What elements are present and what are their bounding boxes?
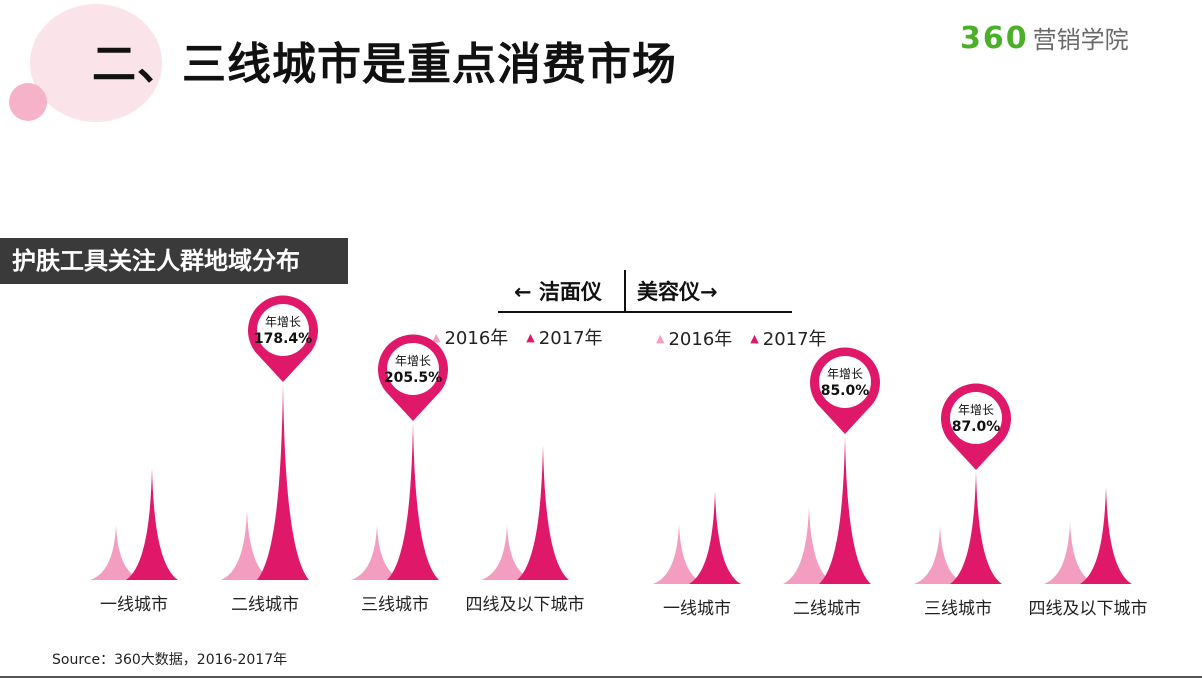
brand-number: 360	[960, 21, 1029, 56]
decor-circle-small	[9, 83, 47, 121]
category-label: 一线城市	[663, 599, 731, 619]
group-label-right: 美容仪→	[637, 280, 718, 304]
peak-2016	[351, 525, 403, 580]
badge-inner	[257, 304, 309, 356]
badge-label: 年增长	[958, 403, 994, 417]
badge-label: 年增长	[395, 354, 431, 368]
legend-left: ▲ 2016年 ▲ 2017年	[432, 324, 621, 350]
legend-label: 2016年	[444, 328, 509, 349]
group-label-left: ← 洁面仪	[514, 280, 602, 304]
badge-value: 85.0%	[821, 383, 870, 399]
badge-label: 年增长	[265, 315, 301, 329]
category-label: 三线城市	[924, 599, 992, 619]
legend-item-2016: ▲ 2016年	[656, 325, 732, 351]
legend-swatch-2016: ▲	[656, 331, 665, 345]
category-label: 三线城市	[361, 595, 429, 615]
peak-2017	[950, 472, 1002, 584]
page-title: 二、三线城市是重点消费市场	[92, 39, 677, 90]
legend-item-2016: ▲ 2016年	[432, 324, 508, 350]
legend-swatch-2017: ▲	[750, 331, 759, 345]
legend-label: 2016年	[668, 329, 733, 350]
brand-logo: 360 营销学院	[960, 20, 1129, 56]
peak-2017	[517, 445, 569, 580]
badge-value: 178.4%	[254, 331, 312, 347]
peak-2016	[783, 506, 835, 584]
peak-2016	[481, 525, 533, 580]
legend-swatch-2017: ▲	[526, 330, 535, 344]
group-divider-vertical	[624, 270, 626, 312]
badge-inner	[387, 343, 439, 395]
legend-item-2017: ▲ 2017年	[526, 324, 602, 350]
bottom-border	[0, 676, 1202, 678]
peak-2016	[1044, 522, 1096, 584]
category-label: 二线城市	[793, 599, 861, 619]
badge-value: 87.0%	[952, 419, 1001, 435]
peak-2017	[819, 436, 871, 584]
badge-value: 205.5%	[384, 370, 442, 386]
peak-2017	[257, 384, 309, 580]
legend-swatch-2016: ▲	[432, 330, 441, 344]
peak-2016	[90, 525, 142, 580]
growth-badge: 年增长 205.5%	[378, 334, 448, 421]
legend-right: ▲ 2016年 ▲ 2017年	[656, 325, 845, 351]
section-label: 护肤工具关注人群地域分布	[0, 238, 348, 284]
legend-item-2017: ▲ 2017年	[750, 325, 826, 351]
growth-badge: 年增长 85.0%	[810, 347, 880, 434]
peak-2017	[689, 491, 741, 584]
peak-2016	[914, 526, 966, 584]
badge-inner	[819, 356, 871, 408]
source-note: Source：360大数据，2016-2017年	[52, 652, 288, 668]
growth-badge: 年增长 87.0%	[941, 383, 1012, 470]
peak-2016	[221, 510, 273, 580]
peak-2017	[126, 468, 178, 580]
group-divider-horizontal	[498, 311, 792, 313]
growth-badge: 年增长 178.4%	[248, 295, 318, 382]
badge-inner	[950, 392, 1002, 444]
peak-2017	[1080, 487, 1132, 584]
decor-circle-large	[30, 4, 162, 122]
peak-2016	[653, 524, 705, 584]
brand-text: 营销学院	[1032, 26, 1129, 54]
category-label: 一线城市	[100, 595, 168, 615]
category-label: 二线城市	[231, 595, 299, 615]
legend-label: 2017年	[538, 328, 603, 349]
category-label: 四线及以下城市	[1029, 599, 1148, 619]
peak-2017	[387, 423, 439, 580]
category-label: 四线及以下城市	[466, 595, 585, 615]
legend-label: 2017年	[762, 329, 827, 350]
badge-label: 年增长	[827, 367, 863, 381]
